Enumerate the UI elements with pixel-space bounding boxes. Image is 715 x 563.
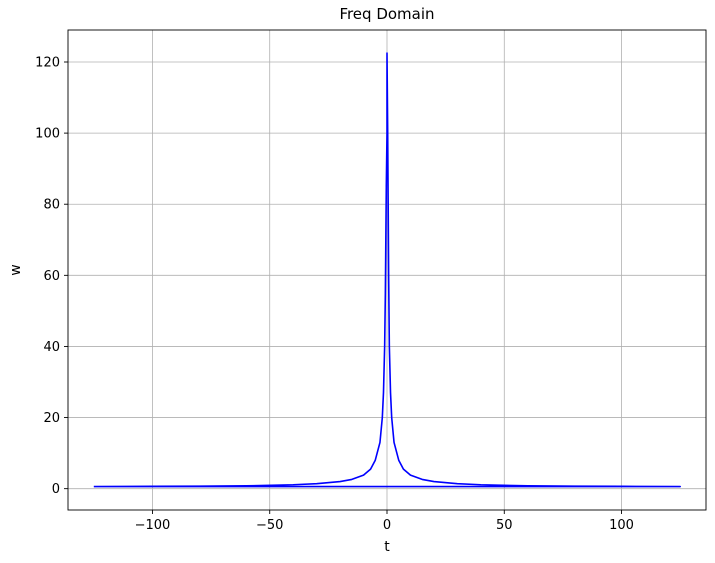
y-tick-label: 120 xyxy=(35,56,60,71)
x-axis-label: t xyxy=(384,539,390,555)
y-tick-label: 0 xyxy=(52,482,60,497)
x-tick-label: −100 xyxy=(135,518,171,533)
y-tick-label: 60 xyxy=(43,269,60,284)
y-tick-label: 40 xyxy=(43,340,60,355)
x-tick-label: 0 xyxy=(383,518,391,533)
y-tick-label: 80 xyxy=(43,198,60,213)
chart-title: Freq Domain xyxy=(339,5,434,23)
series-line xyxy=(93,52,682,488)
x-tick-label: −50 xyxy=(256,518,283,533)
series-layer xyxy=(93,52,682,488)
x-tick-label: 50 xyxy=(496,518,513,533)
x-tick-label: 100 xyxy=(609,518,634,533)
ticks: −100 −50 0 50 100 0 20 40 60 80 100 120 xyxy=(35,56,634,534)
y-axis-label: w xyxy=(8,264,24,275)
y-tick-label: 100 xyxy=(35,127,60,142)
y-tick-label: 20 xyxy=(43,411,60,426)
